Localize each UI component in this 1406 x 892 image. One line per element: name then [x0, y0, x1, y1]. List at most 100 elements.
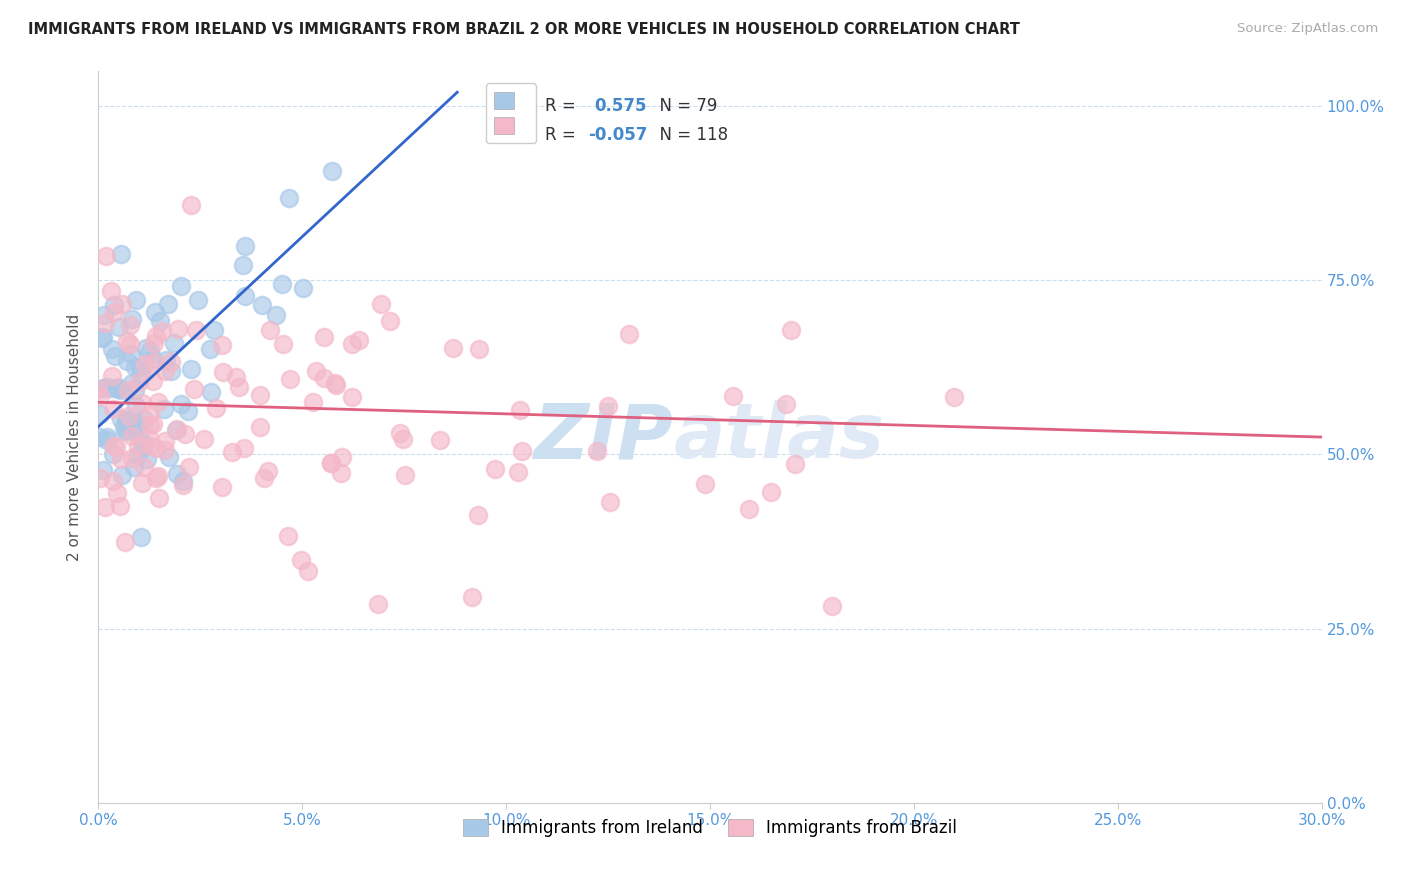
Point [942, 390, 965, 404]
Point [249, 420, 271, 434]
Point [136, 451, 159, 466]
Point [278, 371, 301, 385]
Point [104, 441, 127, 455]
Point [125, 400, 148, 414]
Point [200, 384, 222, 399]
Point [429, 434, 451, 448]
Point [122, 460, 145, 475]
Point [585, 444, 607, 458]
Point [330, 450, 353, 465]
Point [100, 381, 122, 395]
Point [290, 553, 312, 567]
Point [121, 451, 143, 466]
Point [228, 380, 250, 394]
Point [152, 325, 174, 339]
Point [142, 335, 165, 350]
Point [114, 424, 136, 438]
Point [166, 422, 188, 436]
Point [115, 423, 138, 437]
Point [139, 439, 162, 453]
Point [103, 304, 125, 318]
Point [759, 484, 782, 499]
Text: ZIP: ZIP [534, 401, 673, 474]
Text: N = 118: N = 118 [648, 126, 728, 145]
Point [139, 344, 162, 359]
Point [378, 313, 401, 327]
Text: atlas: atlas [673, 401, 884, 474]
Point [172, 474, 194, 488]
Point [202, 323, 225, 337]
Point [90, 331, 112, 345]
Point [775, 397, 797, 411]
Point [143, 305, 166, 319]
Point [125, 421, 148, 435]
Point [128, 430, 150, 444]
Point [89, 407, 111, 421]
Point [94, 500, 117, 514]
Point [134, 357, 156, 371]
Point [329, 466, 352, 480]
Point [253, 470, 276, 484]
Point [271, 337, 294, 351]
Point [96, 429, 118, 443]
Point [135, 341, 157, 355]
Point [460, 591, 482, 605]
Point [155, 434, 177, 448]
Text: R =: R = [546, 126, 581, 145]
Point [120, 420, 142, 434]
Point [110, 383, 132, 397]
Point [319, 456, 342, 470]
Point [292, 281, 315, 295]
Point [183, 383, 205, 397]
Legend: Immigrants from Ireland, Immigrants from Brazil: Immigrants from Ireland, Immigrants from… [454, 811, 966, 846]
Point [259, 323, 281, 337]
Point [394, 468, 416, 483]
Point [156, 297, 179, 311]
Point [468, 343, 491, 357]
Point [441, 341, 464, 355]
Point [256, 464, 278, 478]
Point [249, 388, 271, 402]
Point [305, 364, 328, 378]
Y-axis label: 2 or more Vehicles in Household: 2 or more Vehicles in Household [67, 313, 83, 561]
Point [180, 362, 202, 376]
Point [94, 316, 117, 330]
Point [510, 444, 533, 458]
Point [89, 388, 111, 402]
Point [370, 297, 392, 311]
Point [233, 238, 256, 252]
Point [153, 364, 176, 378]
Point [107, 380, 129, 394]
Point [118, 318, 141, 332]
Point [101, 474, 124, 488]
Point [121, 376, 143, 391]
Point [132, 439, 155, 453]
Point [695, 477, 717, 491]
Point [779, 323, 801, 337]
Point [128, 375, 150, 389]
Point [138, 431, 160, 445]
Point [198, 342, 221, 356]
Point [112, 420, 135, 434]
Point [619, 327, 641, 342]
Point [125, 293, 148, 308]
Point [139, 417, 162, 432]
Point [117, 413, 139, 427]
Point [149, 314, 172, 328]
Point [509, 402, 531, 417]
Point [128, 359, 150, 374]
Point [349, 333, 371, 347]
Point [146, 469, 169, 483]
Point [159, 355, 181, 369]
Point [132, 436, 155, 450]
Point [110, 411, 132, 425]
Point [187, 293, 209, 307]
Point [270, 277, 292, 291]
Point [142, 351, 165, 366]
Point [484, 461, 506, 475]
Point [211, 481, 233, 495]
Point [91, 381, 114, 395]
Point [110, 452, 132, 467]
Point [142, 417, 165, 431]
Point [342, 336, 364, 351]
